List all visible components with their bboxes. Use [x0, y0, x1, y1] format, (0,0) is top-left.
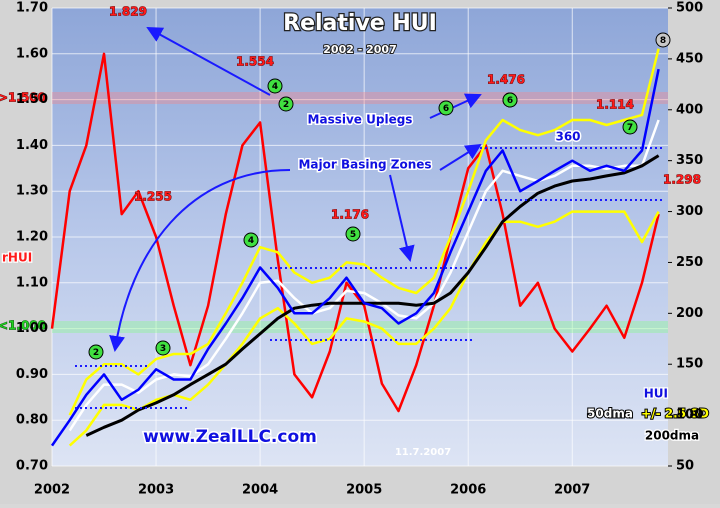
y2-tick-label: 50 — [676, 459, 694, 474]
y2-tick-label: 400 — [676, 102, 703, 117]
arrow — [109, 169, 291, 352]
circle-marker: 7 — [622, 119, 638, 135]
circle-marker-label: 2 — [283, 100, 289, 110]
arrow — [439, 143, 482, 171]
y-tick-label: 1.30 — [16, 184, 48, 199]
y2-tick-label: 450 — [676, 51, 703, 66]
circle-marker: 4 — [243, 232, 259, 248]
circle-marker: 6 — [502, 92, 518, 108]
legend-label: HUI — [644, 387, 668, 401]
x-tick-label: 2002 — [34, 483, 70, 498]
circle-marker-label: 8 — [660, 36, 666, 46]
arrow — [146, 27, 271, 96]
y-tick-label: 1.20 — [16, 230, 48, 245]
series-line — [50, 52, 660, 413]
annotation: 11.7.2007 — [395, 447, 451, 458]
y-tick-label: 1.00 — [16, 321, 48, 336]
y-tick-label: 0.90 — [16, 367, 48, 382]
annotation: 1.114 — [596, 98, 634, 112]
chart-subtitle: 2002 - 2007 — [323, 43, 396, 56]
x-tick-label: 2007 — [554, 483, 590, 498]
high-band — [52, 92, 668, 104]
circle-marker: 3 — [155, 340, 171, 356]
annotation: 1.255 — [134, 190, 172, 204]
legend-label: 200dma — [645, 429, 699, 443]
circle-marker: 2 — [278, 96, 294, 112]
y-tick-label: 0.80 — [16, 413, 48, 428]
x-tick-label: 2005 — [346, 483, 382, 498]
annotation: 1.476 — [487, 73, 525, 87]
circle-marker-label: 3 — [160, 344, 166, 354]
circle-marker-label: 4 — [248, 236, 254, 246]
y-tick-label: 1.40 — [16, 138, 48, 153]
series-line — [85, 154, 660, 437]
y2-tick-label: 250 — [676, 255, 703, 270]
arrow — [429, 93, 482, 119]
circle-marker-label: 4 — [272, 82, 278, 92]
y2-tick-label: 200 — [676, 306, 703, 321]
y2-tick-label: 350 — [676, 153, 703, 168]
labels: rHUI +/- 2.5 SD 50dma 200dma HUI 1.829 1.554 1.… — [0, 4, 710, 458]
circle-marker: 8 — [655, 32, 671, 48]
y-tick-label: 1.50 — [16, 92, 48, 107]
circle-marker-bg — [622, 119, 638, 135]
series-line — [68, 48, 660, 416]
annotation: 1.829 — [109, 5, 147, 19]
y-tick-label: 0.70 — [16, 459, 48, 474]
circle-marker-bg — [267, 78, 283, 94]
circle-marker-bg — [278, 96, 294, 112]
circle-marker-label: 6 — [507, 96, 513, 106]
annotation: Massive Uplegs — [308, 113, 413, 127]
annotation: www.ZealLLC.com — [143, 427, 317, 447]
annotation: Major Basing Zones — [298, 158, 431, 172]
x-tick-label: 2006 — [450, 483, 486, 498]
y2-tick-label: 500 — [676, 1, 703, 16]
annotation: 1.554 — [236, 55, 274, 69]
circle-marker-bg — [345, 226, 361, 242]
dotted-zones — [75, 147, 662, 409]
chart-title: Relative HUI — [283, 11, 437, 36]
y-tick-label: 1.70 — [16, 1, 48, 16]
circle-marker-label: 7 — [627, 123, 633, 133]
y2-tick-label: 300 — [676, 204, 703, 219]
circle-marker: 4 — [267, 78, 283, 94]
circle-marker: 6 — [438, 100, 454, 116]
annotation: 1.298 — [663, 173, 701, 187]
annotation: >1.500 — [0, 91, 46, 105]
annotation: 360 — [555, 130, 580, 144]
y2-tick-label: 150 — [676, 357, 703, 372]
circle-marker: 5 — [345, 226, 361, 242]
arrows — [75, 27, 662, 409]
grid — [51, 7, 668, 467]
circle-marker-label: 2 — [93, 348, 99, 358]
circle-marker-label: 5 — [350, 230, 356, 240]
annotation: <1.000 — [0, 319, 46, 333]
legend-label: 50dma — [587, 407, 633, 421]
circle-marker-bg — [155, 340, 171, 356]
circle-marker-bg — [502, 92, 518, 108]
legend-label: +/- 2.5 SD — [641, 407, 709, 421]
circle-marker-bg — [438, 100, 454, 116]
x-tick-label: 2004 — [242, 483, 278, 498]
circle-marker: 2 — [88, 344, 104, 360]
low-band — [52, 321, 668, 333]
circle-marker-bg — [88, 344, 104, 360]
x-tick-label: 2003 — [138, 483, 174, 498]
arrow — [389, 174, 415, 262]
series-line — [50, 68, 660, 447]
circle-marker-bg — [243, 232, 259, 248]
legend-label: rHUI — [2, 251, 32, 265]
y-tick-label: 1.60 — [16, 46, 48, 61]
circle-marker-label: 6 — [443, 104, 449, 114]
circle-marker-bg — [655, 32, 671, 48]
y-tick-label: 1.10 — [16, 275, 48, 290]
lines — [50, 48, 660, 447]
y2-tick-label: 100 — [676, 408, 703, 423]
annotation: 1.176 — [331, 208, 369, 222]
